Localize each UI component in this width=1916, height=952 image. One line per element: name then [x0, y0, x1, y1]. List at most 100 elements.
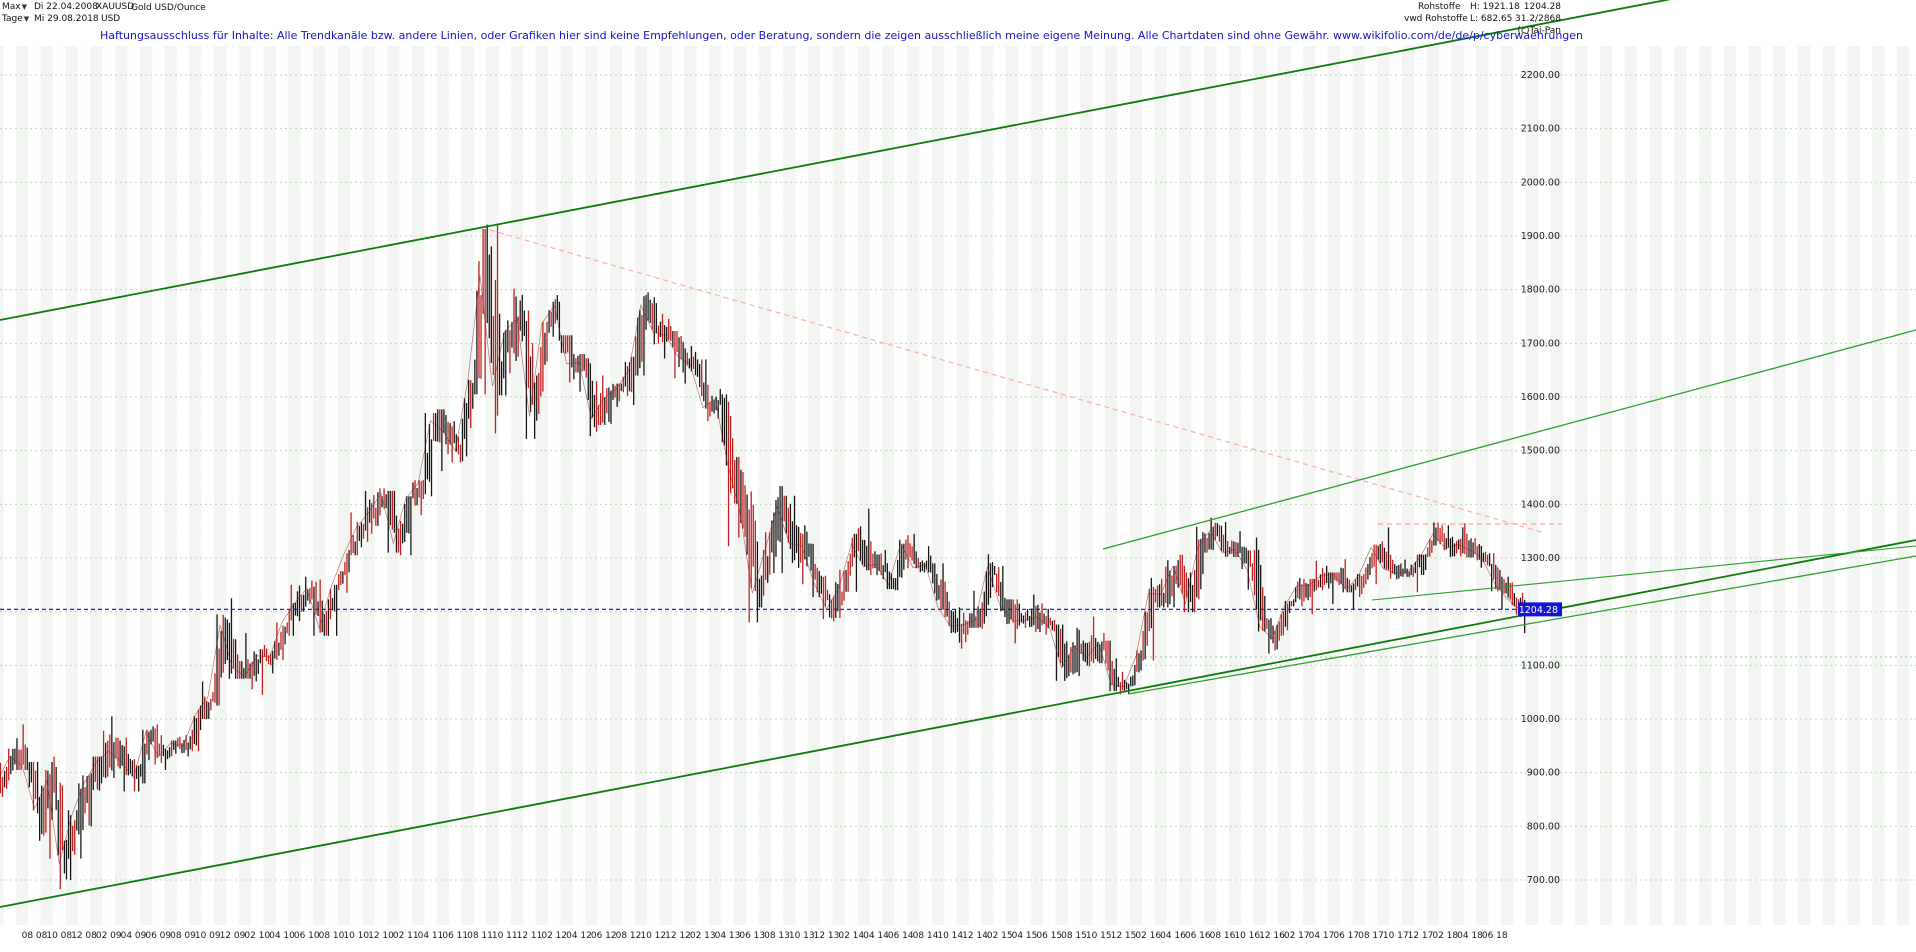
x-axis-label: 10 09 — [195, 931, 221, 941]
x-axis-label: 04 12 — [566, 931, 592, 941]
x-axis-label: 04 18 — [1457, 931, 1483, 941]
x-axis-label: 08 13 — [764, 931, 790, 941]
x-axis-label: 08 09 — [170, 931, 196, 941]
minor-trend-line — [1371, 545, 1916, 601]
x-axis-label: 02 17 — [1284, 931, 1310, 941]
symbol-code: XAUUSD — [96, 2, 135, 12]
close-line — [0, 275, 1520, 864]
range-dropdown-label: Max — [2, 2, 21, 12]
source-label: vwd Rohstoffe — [1404, 14, 1468, 24]
range-end-date: Mi 29.08.2018 — [34, 14, 99, 24]
x-axis-label: 04 09 — [121, 931, 147, 941]
x-axis-label: 12 12 — [665, 931, 691, 941]
x-axis-label: 06 12 — [591, 931, 617, 941]
close-polyline — [0, 275, 1520, 864]
y-axis-label: 1300.00 — [1521, 553, 1560, 564]
currency-label: USD — [101, 14, 121, 24]
dashed-lines — [489, 229, 1916, 658]
x-axis-label: 10 12 — [640, 931, 666, 941]
x-axis-label: 02 18 — [1432, 931, 1458, 941]
x-axis-label: 10 17 — [1383, 931, 1409, 941]
x-axis-label: 06 10 — [294, 931, 320, 941]
x-axis-label: 02 10 — [244, 931, 270, 941]
period-dropdown[interactable]: Tage▼ — [2, 14, 29, 24]
x-axis-label: 04 11 — [418, 931, 444, 941]
x-axis-label: 06 17 — [1333, 931, 1359, 941]
channel-lower-line — [0, 539, 1916, 908]
wedge-upper-line — [1102, 329, 1916, 550]
y-axis-label: 800.00 — [1527, 821, 1560, 832]
disclaimer-text: Haftungsausschluss für Inhalte: Alle Tre… — [100, 29, 1584, 42]
y-axis-label: 1000.00 — [1521, 714, 1560, 725]
downtrend-from-ath-line — [489, 229, 1546, 534]
x-axis-label: 08 11 — [467, 931, 493, 941]
y-axis-label: 1800.00 — [1521, 285, 1560, 296]
x-axis-label: 02 12 — [541, 931, 567, 941]
x-axis-label: 02 15 — [987, 931, 1013, 941]
category-label: Rohstoffe — [1418, 2, 1461, 12]
y-axis-label: 2000.00 — [1521, 177, 1560, 188]
x-axis-label: 12 10 — [368, 931, 394, 941]
x-axis-label: 04 13 — [715, 931, 741, 941]
x-axis-label: 04 10 — [269, 931, 295, 941]
x-axis-label: 12 15 — [1111, 931, 1137, 941]
last-price-value: 1204.28 — [1523, 2, 1561, 12]
x-axis-label: 08 17 — [1358, 931, 1384, 941]
wedge-lower-line — [1127, 555, 1916, 695]
copyright-label: (c)Tai-Pan — [1517, 26, 1561, 36]
x-axis-label: 10 08 — [46, 931, 72, 941]
x-axis-label: 04 14 — [863, 931, 889, 941]
channel-upper-line — [0, 0, 1671, 321]
y-axis-label: 1500.00 — [1521, 446, 1560, 457]
x-axis-label: 08 10 — [319, 931, 345, 941]
x-axis-label: 08 16 — [1210, 931, 1236, 941]
x-axis-label: 06 16 — [1185, 931, 1211, 941]
x-axis-label: 02 11 — [393, 931, 419, 941]
y-axis-label: 2100.00 — [1521, 124, 1560, 135]
x-axis-label: 02 09 — [96, 931, 122, 941]
y-axis-label: 1900.00 — [1521, 231, 1560, 242]
x-axis-label: 02 16 — [1135, 931, 1161, 941]
y-axis-label: 1700.00 — [1521, 338, 1560, 349]
x-axis-label: 12 16 — [1259, 931, 1285, 941]
x-axis-label: 02 14 — [838, 931, 864, 941]
x-axis-label: 06 11 — [442, 931, 468, 941]
x-axis-label: 08 15 — [1061, 931, 1087, 941]
x-axis-label: 04 15 — [1012, 931, 1038, 941]
range-start-date: Di 22.04.2008 — [34, 2, 98, 12]
month-stripes — [0, 46, 1910, 925]
y-axis-label: 900.00 — [1527, 768, 1560, 779]
chevron-down-icon: ▼ — [23, 15, 30, 23]
x-axis-label: 06 09 — [145, 931, 171, 941]
x-axis-label: 04 16 — [1160, 931, 1186, 941]
y-axis-label: 1100.00 — [1521, 660, 1560, 671]
x-axis-label: 04 17 — [1309, 931, 1335, 941]
x-axis-label: 08 08 — [22, 931, 48, 941]
range-dropdown[interactable]: Max▼ — [2, 2, 27, 12]
x-axis-label: 12 11 — [517, 931, 543, 941]
y-axis-label: 2200.00 — [1521, 70, 1560, 81]
trend-lines — [0, 0, 1916, 908]
chevron-down-icon: ▼ — [21, 3, 27, 11]
x-axis-label: 10 16 — [1234, 931, 1260, 941]
x-axis-label: 08 12 — [616, 931, 642, 941]
period-dropdown-label: Tage — [2, 14, 23, 24]
x-axis-label: 06 13 — [739, 931, 765, 941]
x-axis-label: 08 14 — [913, 931, 939, 941]
high-value: H: 1921.18 — [1470, 2, 1520, 12]
x-axis-label: 06 18 — [1482, 931, 1508, 941]
y-axis-label: 1400.00 — [1521, 499, 1560, 510]
instrument-name: Gold USD/Ounce — [131, 3, 206, 13]
x-axis-label: 12 09 — [220, 931, 246, 941]
current-price-label: 1204.28 — [1519, 605, 1558, 616]
x-axis-label: 12 14 — [962, 931, 988, 941]
x-axis-label: 06 15 — [1036, 931, 1062, 941]
x-axis-label: 02 13 — [690, 931, 716, 941]
x-axis-label: 10 15 — [1086, 931, 1112, 941]
x-axis-label: 10 10 — [343, 931, 369, 941]
x-axis-label: 06 14 — [888, 931, 914, 941]
y-axis-label: 1600.00 — [1521, 392, 1560, 403]
